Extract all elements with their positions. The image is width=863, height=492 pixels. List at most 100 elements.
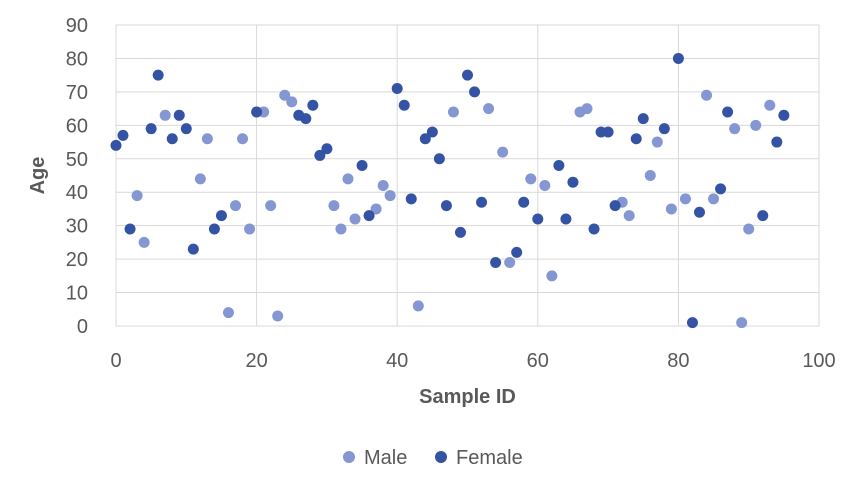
data-point-male (708, 193, 720, 205)
data-point-female (363, 210, 375, 222)
data-point-female (356, 159, 368, 171)
data-point-male (342, 173, 354, 185)
data-point-female (511, 246, 523, 258)
data-point-female (686, 317, 698, 329)
data-point-female (117, 129, 129, 141)
data-point-female (588, 223, 600, 235)
data-point-male (265, 200, 277, 212)
series-male (131, 89, 776, 329)
data-point-female (454, 226, 466, 238)
y-tick-label: 10 (66, 283, 88, 305)
y-tick-label: 30 (66, 216, 88, 238)
data-point-male (230, 200, 242, 212)
data-point-male (651, 136, 663, 148)
data-point-female (307, 99, 319, 111)
data-point-male (750, 119, 762, 131)
x-tick-label: 100 (802, 350, 835, 372)
data-point-male (131, 190, 143, 202)
data-point-female (440, 200, 452, 212)
x-tick-label: 60 (527, 350, 549, 372)
data-point-male (546, 270, 558, 282)
y-tick-label: 80 (66, 48, 88, 70)
data-point-male (743, 223, 755, 235)
x-tick-label: 40 (386, 350, 408, 372)
y-tick-label: 90 (66, 15, 88, 37)
data-point-male (377, 180, 389, 192)
data-point-male (623, 210, 635, 222)
data-point-male (159, 109, 171, 121)
y-tick-label: 70 (66, 82, 88, 104)
y-tick-label: 20 (66, 249, 88, 271)
data-point-female (300, 113, 312, 125)
data-point-female (722, 106, 734, 118)
data-point-male (539, 180, 551, 192)
data-point-female (672, 52, 684, 64)
data-point-female (757, 210, 769, 222)
data-point-female (251, 106, 263, 118)
y-tick-label: 0 (77, 316, 88, 338)
y-axis-title: Age (27, 157, 49, 195)
data-point-female (321, 143, 333, 155)
data-point-male (335, 223, 347, 235)
plot-area-border (115, 24, 820, 327)
data-point-male (384, 190, 396, 202)
x-axis-title: Sample ID (419, 386, 516, 408)
data-point-male (222, 307, 234, 319)
data-point-male (729, 123, 741, 135)
data-point-male (447, 106, 459, 118)
data-point-female (518, 196, 530, 208)
x-tick-label: 20 (245, 350, 267, 372)
data-point-male (497, 146, 509, 158)
data-point-male (244, 223, 256, 235)
data-point-female (405, 193, 417, 205)
data-point-female (567, 176, 579, 188)
data-point-male (679, 193, 691, 205)
data-point-female (532, 213, 544, 225)
data-point-female (490, 256, 502, 268)
data-point-male (412, 300, 424, 312)
legend-marker-male (343, 451, 355, 463)
data-point-male (349, 213, 361, 225)
legend-label-female: Female (456, 447, 523, 469)
data-point-female (314, 149, 326, 161)
y-tick-label: 40 (66, 182, 88, 204)
data-point-female (398, 99, 410, 111)
data-point-male (701, 89, 713, 101)
data-point-female (110, 139, 122, 151)
data-point-female (180, 123, 192, 135)
data-point-male (504, 256, 516, 268)
data-point-male (764, 99, 776, 111)
legend-marker-female (435, 451, 447, 463)
data-point-female (419, 133, 431, 145)
data-point-male (665, 203, 677, 215)
data-point-female (426, 126, 438, 138)
data-point-female (630, 133, 642, 145)
data-point-female (208, 223, 220, 235)
data-point-male (525, 173, 537, 185)
data-point-male (237, 133, 249, 145)
data-point-male (581, 103, 593, 115)
data-point-male (272, 310, 284, 322)
data-point-female (658, 123, 670, 135)
data-point-male (644, 170, 656, 181)
data-point-female (476, 196, 488, 208)
data-point-female (637, 113, 649, 125)
tick-labels: 0 10 20 30 40 50 60 70 80 90 0 20 40 60 80 100 (66, 15, 836, 372)
legend-label-male: Male (364, 447, 407, 469)
data-point-male (279, 89, 291, 101)
data-point-male (328, 200, 340, 212)
x-tick-label: 0 (110, 350, 121, 372)
data-point-female (602, 126, 614, 138)
data-point-female (693, 206, 705, 218)
data-point-female (166, 133, 178, 145)
data-point-female (553, 159, 565, 171)
data-point-female (771, 136, 783, 148)
data-point-female (187, 243, 199, 255)
axes (115, 24, 820, 327)
data-point-female (609, 200, 621, 212)
y-tick-label: 60 (66, 115, 88, 137)
data-point-male (736, 317, 748, 329)
data-point-female (715, 183, 727, 195)
data-point-female (152, 69, 164, 81)
